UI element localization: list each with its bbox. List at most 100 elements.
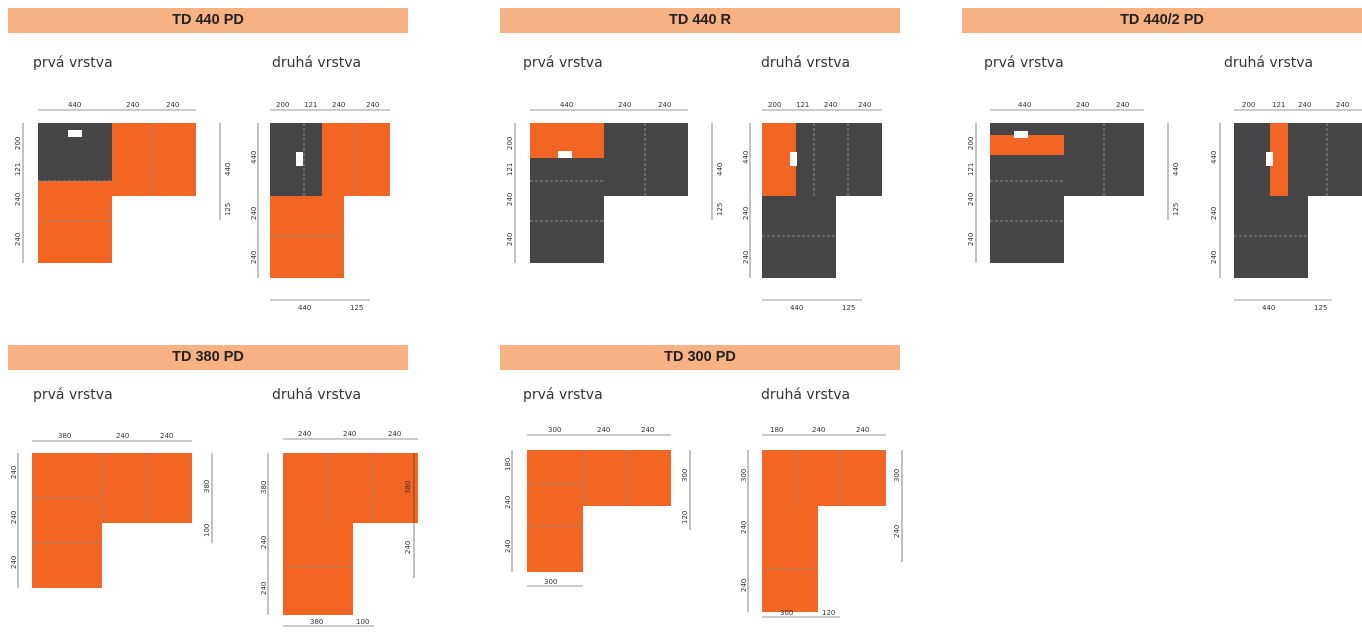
dimension-label: 200 xyxy=(14,137,22,150)
dimension-label: 240 xyxy=(14,233,22,246)
notch-cutout xyxy=(1266,152,1273,166)
dimension-label: 300 xyxy=(740,469,748,482)
tile-orange xyxy=(527,450,583,572)
first-layer-label: prvá vrstva xyxy=(33,387,113,403)
dimension-label: 240 xyxy=(504,540,512,553)
dimension-label: 380 xyxy=(260,481,268,494)
dimension-label: 240 xyxy=(260,582,268,595)
tile-orange xyxy=(762,450,886,506)
second-layer-label: druhá vrstva xyxy=(761,55,851,71)
dimension-label: 240 xyxy=(824,101,837,109)
second-layer-diagram: 180 240 240 300 240 240 300 240 300 120 xyxy=(740,426,903,618)
dimension-label: 380 xyxy=(310,618,323,626)
tile-orange xyxy=(270,196,344,278)
second-layer-diagram: 200 121 240 240 440 240 240 440 125 xyxy=(250,101,390,312)
first-layer-diagram: 380 240 240 240 240 240 380 100 xyxy=(10,432,213,588)
dimension-label: 240 xyxy=(812,426,825,434)
dimension-label: 240 xyxy=(658,101,671,109)
dimension-label: 440 xyxy=(68,101,81,109)
first-layer-diagram: 440 240 240 200 121 240 240 440 125 xyxy=(506,101,724,263)
dimension-label: 240 xyxy=(1298,101,1311,109)
dimension-label: 240 xyxy=(967,193,975,206)
seam-line xyxy=(1234,123,1328,237)
tile-orange xyxy=(1270,123,1288,196)
dimension-label: 440 xyxy=(1262,304,1275,312)
notch-cutout xyxy=(296,152,303,166)
dimension-label: 200 xyxy=(276,101,289,109)
tile-dark xyxy=(762,196,836,278)
dimension-label: 440 xyxy=(1210,151,1218,164)
notch-cutout xyxy=(558,151,572,158)
section-title: TD 440 R xyxy=(500,8,900,33)
dimension-label: 440 xyxy=(224,163,232,176)
second-layer-diagram: 200 121 240 240 440 240 240 440 125 xyxy=(742,101,882,312)
dimension-label: 440 xyxy=(560,101,573,109)
notch-cutout xyxy=(1014,131,1028,138)
dimension-label: 240 xyxy=(10,511,18,524)
dimension-label: 240 xyxy=(742,251,750,264)
dimension-label: 300 xyxy=(681,469,689,482)
dimension-label: 121 xyxy=(1272,101,1285,109)
dimension-label: 240 xyxy=(10,556,18,569)
section-title: TD 440/2 PD xyxy=(962,8,1362,33)
dimension-label: 240 xyxy=(250,251,258,264)
dimension-label: 240 xyxy=(1116,101,1129,109)
dimension-label: 200 xyxy=(768,101,781,109)
tile-dark xyxy=(796,123,882,196)
seam-line xyxy=(270,123,357,237)
dimension-label: 240 xyxy=(166,101,179,109)
second-layer-label: druhá vrstva xyxy=(761,387,851,403)
dimension-label: 240 xyxy=(404,541,412,554)
seam-line xyxy=(762,123,849,237)
dimension-label: 121 xyxy=(506,163,514,176)
dimension-label: 125 xyxy=(842,304,855,312)
dimension-label: 180 xyxy=(770,426,783,434)
dimension-label: 240 xyxy=(332,101,345,109)
dimension-label: 200 xyxy=(506,137,514,150)
dimension-label: 200 xyxy=(1242,101,1255,109)
dimension-label: 240 xyxy=(1210,251,1218,264)
dimension-label: 240 xyxy=(126,101,139,109)
seam-line xyxy=(990,123,1105,222)
dimension-label: 240 xyxy=(506,193,514,206)
dimension-label: 125 xyxy=(224,203,232,216)
dimension-label: 440 xyxy=(742,151,750,164)
dimension-label: 380 xyxy=(58,432,71,440)
dimension-label: 240 xyxy=(618,101,631,109)
first-layer-label: prvá vrstva xyxy=(984,55,1064,71)
tile-orange xyxy=(112,123,196,196)
dimension-label: 440 xyxy=(298,304,311,312)
dimension-label: 240 xyxy=(740,521,748,534)
dimension-label: 240 xyxy=(116,432,129,440)
dimension-label: 240 xyxy=(504,496,512,509)
dimension-label: 240 xyxy=(388,430,401,438)
dimension-label: 380 xyxy=(203,480,211,493)
dimension-label: 440 xyxy=(1018,101,1031,109)
second-layer-diagram: 200 121 240 240 440 240 240 440 125 xyxy=(1210,101,1362,312)
first-layer-diagram: 440 240 240 200 121 240 240 440 125 xyxy=(14,101,232,263)
dimension-label: 121 xyxy=(304,101,317,109)
dimension-label: 240 xyxy=(366,101,379,109)
tile-dark xyxy=(1234,123,1362,196)
first-layer-diagram: 300 240 240 180 240 240 300 120 300 xyxy=(504,426,691,587)
section-td-380-pd: TD 380 PD prvá vrstva druhá vrstva 380 2… xyxy=(8,345,418,635)
dimension-label: 300 xyxy=(548,426,561,434)
dimension-label: 240 xyxy=(14,193,22,206)
seam-line xyxy=(762,450,841,570)
dimension-label: 240 xyxy=(1336,101,1349,109)
dimension-label: 240 xyxy=(1076,101,1089,109)
dimension-label: 125 xyxy=(716,203,724,216)
dimension-label: 120 xyxy=(822,609,835,617)
section-td-440-pd: TD 440 PD prvá vrstva druhá vrstva 440 2… xyxy=(8,8,408,318)
dimension-label: 440 xyxy=(1172,163,1180,176)
dimension-label: 125 xyxy=(1172,203,1180,216)
dimension-label: 121 xyxy=(967,163,975,176)
dimension-label: 121 xyxy=(796,101,809,109)
dimension-label: 300 xyxy=(544,578,557,586)
dimension-label: 240 xyxy=(10,466,18,479)
dimension-label: 125 xyxy=(1314,304,1327,312)
section-title: TD 300 PD xyxy=(500,345,900,370)
dimension-label: 100 xyxy=(203,524,211,537)
section-title: TD 440 PD xyxy=(8,8,408,33)
seam-line xyxy=(530,123,646,222)
